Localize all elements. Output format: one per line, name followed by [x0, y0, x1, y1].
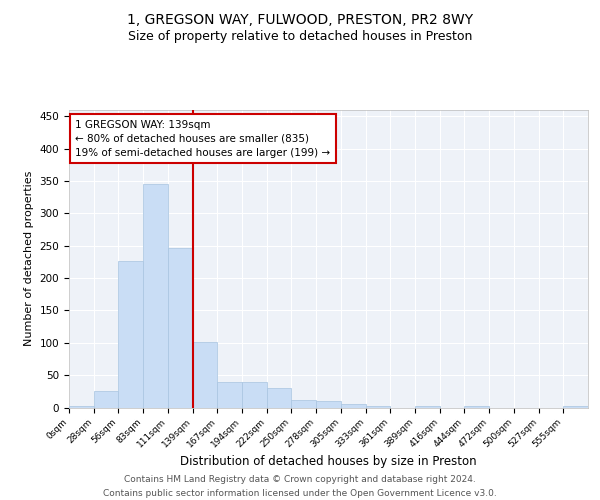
Y-axis label: Number of detached properties: Number of detached properties — [24, 171, 34, 346]
Bar — [94, 392, 118, 407]
Bar — [118, 260, 143, 408]
Text: Contains HM Land Registry data © Crown copyright and database right 2024.
Contai: Contains HM Land Registry data © Crown c… — [103, 476, 497, 498]
Bar — [217, 382, 242, 407]
Bar — [292, 400, 316, 407]
Bar — [267, 388, 292, 407]
Bar — [143, 184, 168, 408]
Bar — [415, 406, 440, 407]
Bar — [242, 382, 267, 407]
Bar — [365, 406, 390, 407]
Bar — [69, 406, 94, 407]
Text: Size of property relative to detached houses in Preston: Size of property relative to detached ho… — [128, 30, 472, 43]
Text: 1 GREGSON WAY: 139sqm
← 80% of detached houses are smaller (835)
19% of semi-det: 1 GREGSON WAY: 139sqm ← 80% of detached … — [75, 120, 331, 158]
Bar — [193, 342, 217, 407]
Text: 1, GREGSON WAY, FULWOOD, PRESTON, PR2 8WY: 1, GREGSON WAY, FULWOOD, PRESTON, PR2 8W… — [127, 12, 473, 26]
Bar — [464, 406, 489, 407]
Bar — [563, 406, 588, 407]
Bar — [341, 404, 365, 407]
X-axis label: Distribution of detached houses by size in Preston: Distribution of detached houses by size … — [180, 455, 477, 468]
Bar — [168, 248, 193, 408]
Bar — [316, 401, 341, 407]
